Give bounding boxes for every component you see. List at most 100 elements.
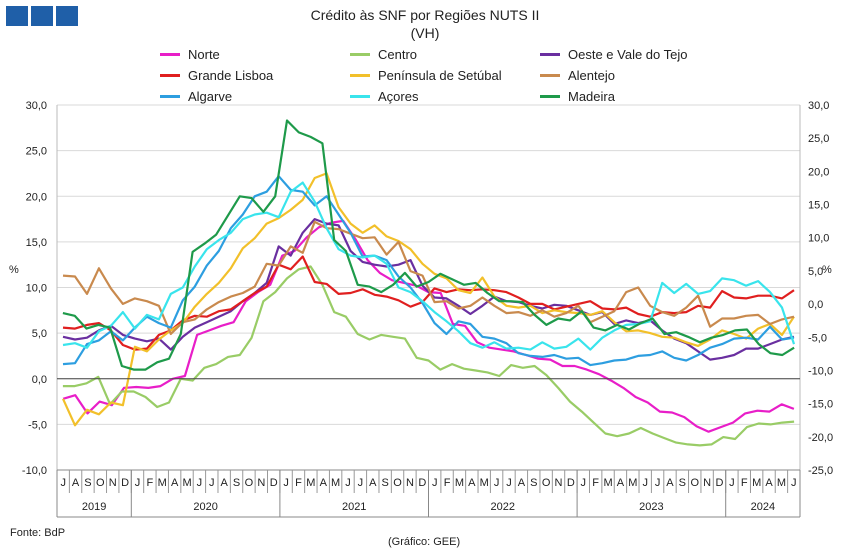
x-tick-label: A: [617, 477, 625, 489]
legend-label: Oeste e Vale do Tejo: [568, 46, 688, 62]
legend-label: Península de Setúbal: [378, 67, 502, 83]
x-tick-label: O: [245, 477, 254, 489]
x-tick-label: F: [592, 477, 599, 489]
year-label: 2020: [193, 501, 217, 513]
x-tick-label: M: [777, 477, 786, 489]
y-tick-label-right: 10,0: [808, 233, 829, 245]
y-tick-label-right: 20,0: [808, 166, 829, 178]
x-tick-label: J: [345, 477, 351, 489]
x-tick-label: A: [320, 477, 328, 489]
legend-item: Norte: [160, 44, 350, 64]
x-tick-label: O: [96, 477, 105, 489]
x-tick-label: M: [455, 477, 464, 489]
legend-swatch: [160, 52, 180, 56]
x-tick-label: A: [468, 477, 476, 489]
x-tick-label: S: [381, 477, 388, 489]
year-label: 2022: [491, 501, 515, 513]
legend-label: Madeira: [568, 88, 615, 104]
x-tick-label: A: [765, 477, 773, 489]
x-tick-label: F: [295, 477, 302, 489]
x-tick-label: J: [642, 477, 648, 489]
legend-swatch: [350, 52, 370, 56]
legend-item: Açores: [350, 86, 540, 106]
y-tick-label-right: -20,0: [808, 432, 833, 444]
x-tick-label: D: [270, 477, 278, 489]
y-tick-label-left: 30,0: [26, 100, 47, 112]
series-line: [62, 220, 795, 336]
x-tick-label: A: [666, 477, 674, 489]
legend-label: Algarve: [188, 88, 233, 104]
x-tick-label: J: [581, 477, 587, 489]
x-tick-label: J: [494, 477, 500, 489]
logo-block: [56, 6, 78, 26]
y-tick-label-left: 5,0: [32, 328, 47, 340]
x-tick-label: N: [703, 477, 711, 489]
brand-logo: [6, 6, 78, 26]
x-tick-label: N: [406, 477, 414, 489]
year-label: 2024: [751, 501, 775, 513]
x-tick-label: M: [158, 477, 167, 489]
legend-swatch: [350, 94, 370, 98]
logo-block: [6, 6, 28, 26]
legend-label: Alentejo: [568, 67, 615, 83]
x-tick-label: O: [542, 477, 551, 489]
y-tick-label-right: -5,0: [808, 332, 827, 344]
x-tick-label: J: [135, 477, 141, 489]
series-line: [61, 172, 795, 427]
x-tick-label: D: [716, 477, 724, 489]
y-tick-label-right: 30,0: [808, 100, 829, 112]
source-note: Fonte: BdP: [10, 527, 66, 539]
y-tick-label-left: 10,0: [26, 283, 47, 295]
y-tick-label-right: 0,0: [808, 299, 823, 311]
x-tick-label: J: [283, 477, 289, 489]
x-tick-label: M: [331, 477, 340, 489]
legend-label: Grande Lisboa: [188, 67, 274, 83]
chart-title-block: Crédito às SNF por Regiões NUTS II (VH): [0, 6, 850, 42]
legend-item: Madeira: [540, 86, 740, 106]
legend-item: Grande Lisboa: [160, 65, 350, 85]
legend-swatch: [540, 52, 560, 56]
series-line: [62, 265, 795, 447]
legend-item: Algarve: [160, 86, 350, 106]
y-axis-label-right: %: [822, 264, 832, 276]
y-tick-label-right: 5,0: [808, 266, 823, 278]
logo-block: [31, 6, 53, 26]
graphic-credit: (Gráfico: GEE): [388, 536, 461, 548]
series-line: [62, 119, 795, 371]
x-tick-label: J: [60, 477, 66, 489]
series-line: [62, 175, 795, 367]
series-line: [62, 219, 795, 433]
legend-swatch: [540, 73, 560, 77]
y-tick-label-left: 20,0: [26, 191, 47, 203]
x-tick-label: J: [197, 477, 203, 489]
x-tick-label: A: [518, 477, 526, 489]
y-tick-label-left: -5,0: [28, 419, 47, 431]
legend-label: Açores: [378, 88, 419, 104]
chart-title: Crédito às SNF por Regiões NUTS II: [310, 7, 540, 23]
x-tick-label: S: [679, 477, 686, 489]
legend-label: Norte: [188, 46, 220, 62]
x-tick-label: M: [628, 477, 637, 489]
year-label: 2023: [639, 501, 663, 513]
y-tick-label-right: -15,0: [808, 399, 833, 411]
x-tick-label: M: [480, 477, 489, 489]
legend-swatch: [540, 94, 560, 98]
x-tick-label: J: [655, 477, 661, 489]
x-tick-label: F: [147, 477, 154, 489]
x-tick-label: N: [109, 477, 117, 489]
x-tick-label: F: [741, 477, 748, 489]
x-tick-label: J: [432, 477, 438, 489]
x-tick-label: M: [752, 477, 761, 489]
x-tick-label: A: [171, 477, 179, 489]
y-tick-label-left: 25,0: [26, 146, 47, 158]
year-label: 2021: [342, 501, 366, 513]
y-tick-label-left: 15,0: [26, 237, 47, 249]
y-tick-label-left: 0,0: [32, 374, 47, 386]
x-tick-label: N: [257, 477, 265, 489]
x-tick-label: J: [209, 477, 215, 489]
x-tick-label: A: [369, 477, 377, 489]
x-tick-label: O: [690, 477, 699, 489]
chart-subtitle: (VH): [410, 25, 440, 41]
y-tick-label-left: -10,0: [22, 465, 47, 477]
